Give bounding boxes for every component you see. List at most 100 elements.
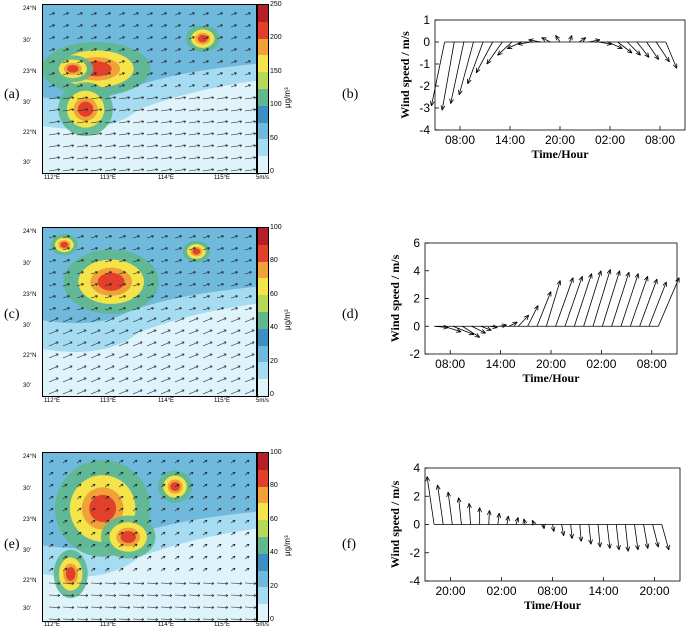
wind-vector (541, 37, 551, 43)
wind-arrow-head (71, 168, 75, 172)
wind-arrow (48, 507, 54, 512)
wind-arrow (160, 606, 173, 608)
wind-arrow-head (150, 24, 153, 28)
wind-arrow-head (225, 593, 229, 597)
wind-arrow (146, 133, 158, 136)
x-axis-label: Time/Hour (524, 598, 582, 612)
wind-arrow-head (120, 495, 124, 499)
colorbar-e (257, 452, 269, 622)
wind-vector-head (672, 63, 678, 69)
wind-arrow (90, 109, 102, 112)
wind-arrow (188, 567, 194, 572)
wind-arrow-head (206, 36, 209, 40)
wind-arrow (188, 259, 196, 263)
wind-arrow (244, 24, 251, 28)
wind-arrow-head (232, 567, 236, 571)
wind-arrow (76, 24, 83, 28)
wind-vector (555, 35, 561, 43)
wind-arrow (244, 60, 251, 64)
wind-arrow (118, 121, 130, 124)
wind-vector (458, 41, 474, 95)
wind-arrow-head (246, 519, 250, 523)
wind-arrow-head (78, 483, 82, 487)
wind-arrow (146, 341, 157, 347)
wind-arrow-head (153, 329, 157, 333)
wind-arrow-head (99, 132, 103, 136)
wind-arrow (90, 12, 97, 16)
wind-arrow-head (109, 271, 112, 274)
map-svg (43, 228, 256, 396)
wind-arrow (202, 567, 208, 572)
wind-arrow (118, 48, 125, 52)
wind-arrow (132, 133, 144, 136)
wind-arrow-head (192, 24, 195, 28)
wind-arrow (244, 519, 250, 524)
wind-vector-head (480, 329, 486, 334)
wind-arrow-head (239, 605, 243, 609)
wind-arrow (146, 36, 153, 40)
wind-arrow-head (197, 108, 201, 112)
wind-arrow-head (127, 593, 131, 597)
wind-arrow (174, 389, 185, 395)
wind-vector-head (524, 314, 530, 320)
wind-arrow-head (150, 48, 153, 52)
wind-arrow (160, 84, 167, 88)
wind-arrow-head (148, 567, 152, 571)
colorbar-segment (258, 5, 268, 22)
wind-arrow-head (169, 156, 173, 160)
wind-arrow-head (234, 60, 237, 64)
wind-arrow (216, 582, 229, 584)
wind-arrow-head (134, 543, 138, 547)
wind-arrow (160, 283, 168, 287)
wind-arrow (244, 377, 255, 383)
wind-arrow-head (253, 593, 256, 597)
wind-arrow (216, 495, 222, 500)
wind-arrow-head (206, 60, 209, 64)
wind-arrow-head (64, 567, 68, 571)
wind-vector (598, 41, 612, 45)
wind-vector-head (635, 50, 641, 56)
wind-arrow-head (83, 329, 87, 333)
wind-arrow (76, 121, 88, 124)
wind-arrow-head (220, 48, 223, 52)
wind-vector-head (654, 54, 660, 60)
wind-arrow (216, 97, 228, 100)
wind-arrow (48, 295, 56, 299)
colorbar-segment (258, 587, 268, 605)
wind-arrow-head (151, 283, 154, 286)
wind-arrow (202, 48, 209, 52)
wind-arrow (202, 109, 214, 112)
wind-arrow-head (66, 36, 69, 40)
wind-arrow (174, 307, 182, 311)
wind-arrow-head (197, 144, 201, 148)
wind-arrow-head (165, 295, 168, 298)
wind-vector (652, 524, 659, 548)
wind-arrow-head (223, 377, 227, 381)
wind-arrow (230, 531, 236, 536)
wind-arrow-head (192, 36, 195, 40)
wind-arrow (230, 307, 238, 311)
wind-arrow-head (78, 495, 82, 499)
wind-arrow (146, 329, 157, 335)
wind-arrow (160, 594, 173, 596)
y-tick-label: 2 (413, 489, 420, 503)
wind-arrow (90, 72, 97, 76)
wind-arrow (62, 543, 68, 548)
wind-arrow-head (50, 483, 54, 487)
wind-arrow (230, 72, 237, 76)
wind-arrow-head (95, 247, 98, 250)
y-tick-label: -3 (419, 101, 430, 115)
wind-arrow-head (169, 168, 173, 172)
wind-arrow-head (232, 483, 236, 487)
wind-arrow-head (204, 567, 208, 571)
wind-arrow-head (95, 259, 98, 262)
wind-arrow-head (221, 235, 224, 238)
wind-arrow-head (155, 605, 159, 609)
wind-arrow (244, 169, 256, 172)
wind-arrow-head (81, 295, 84, 298)
wind-vector (624, 524, 629, 552)
wind-arrow-head (57, 108, 61, 112)
wind-arrow-head (251, 353, 255, 357)
wind-arrow-head (64, 495, 68, 499)
wind-arrow (146, 235, 154, 239)
